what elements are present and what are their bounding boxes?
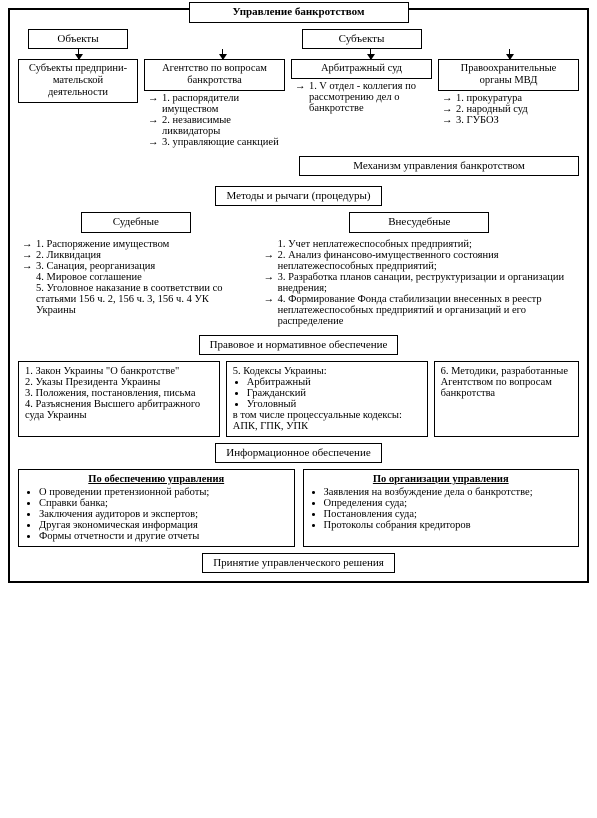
- legal2-item: Арбитражный: [247, 377, 421, 388]
- methods-head-row: Методы и рычаги (процедуры): [18, 180, 579, 212]
- legal3-text: 6. Методики, разработанные Агентством по…: [441, 366, 572, 399]
- legal1-item: 2. Указы Президента Украины: [25, 377, 213, 388]
- info2-item: Протоколы собрания кредиторов: [324, 520, 573, 531]
- objects-item: Субъекты предприни­мательской деятельнос…: [18, 59, 138, 103]
- court-title: Арбитражный суд: [291, 59, 432, 79]
- subjects-row: Агентство по вопросам банкротства →1. ра…: [144, 59, 579, 150]
- info-cols: По обеспечению управления О проведении п…: [18, 469, 579, 547]
- info2-item: Определения суда;: [324, 498, 573, 509]
- title-text: Управление банкротством: [233, 6, 365, 18]
- legal-col2: 5. Кодексы Украины: Арбитражный Гражданс…: [226, 361, 428, 437]
- court-item: 1. V отдел - коллегия по рассмотрению де…: [309, 81, 428, 114]
- decision-label: Принятие управленческого решения: [202, 553, 395, 573]
- extraj-item: 3. Разработка планов санации, реструктур…: [278, 272, 575, 294]
- info-col2: По организации управления Заявления на в…: [303, 469, 580, 547]
- agency-item: 2. независимые ликвидаторы: [162, 115, 281, 137]
- info1-item: Другая экономическая информация: [39, 520, 288, 531]
- decision-row: Принятие управленческого решения: [18, 547, 579, 573]
- info2-item: Заявления на возбуждение дела о банкротс…: [324, 487, 573, 498]
- judicial-list: →1. Распоряжение имуществом →2. Ликвидац…: [18, 237, 254, 318]
- judicial-item: 3. Санация, реорганизация: [36, 261, 155, 272]
- judicial-item: 1. Распоряжение имуществом: [36, 239, 169, 250]
- judicial-item: 2. Ликвидация: [36, 250, 101, 261]
- agency-title: Агентство по вопросам банкротства: [144, 59, 285, 91]
- legal-col1: 1. Закон Украины "О банкротстве" 2. Указ…: [18, 361, 220, 437]
- judicial-item: 5. Уголовное наказание в соответствии со…: [36, 283, 250, 316]
- info2-item: Постановления суда;: [324, 509, 573, 520]
- police-item: 3. ГУБОЗ: [456, 115, 499, 126]
- info1-item: О проведении претензионной работы;: [39, 487, 288, 498]
- judicial-item: 4. Мировое соглашение: [36, 272, 142, 283]
- legal2-item: Уголовный: [247, 399, 421, 410]
- info2-head: По организации управления: [310, 474, 573, 485]
- judicial-label: Судебные: [81, 212, 191, 233]
- extrajudicial-col: Внесудебные 1. Учет неплатежеспособных п…: [260, 212, 579, 329]
- police-item: 1. прокуратура: [456, 93, 522, 104]
- methods-label: Методы и рычаги (процедуры): [215, 186, 381, 206]
- legal-head-row: Правовое и нормативное обеспечение: [18, 329, 579, 361]
- agency-item: 3. управляющие санкцией: [162, 137, 279, 148]
- legal-cols: 1. Закон Украины "О банкротстве" 2. Указ…: [18, 361, 579, 437]
- agency-block: Агентство по вопросам банкротства →1. ра…: [144, 59, 285, 150]
- legal2-head: 5. Кодексы Украины:: [233, 366, 421, 377]
- extrajudicial-list: 1. Учет неплатежеспособных предприятий; …: [260, 237, 579, 329]
- police-title: Правоохрани­тельные органы МВД: [438, 59, 579, 91]
- objects-label: Объекты: [28, 29, 128, 50]
- title-box: Управление банкротством: [189, 2, 409, 23]
- top-row: Объекты Субъекты предприни­мательской де…: [18, 29, 579, 151]
- info1-item: Формы отчетности и другие отчеты: [39, 531, 288, 542]
- info-label: Информационное обеспечение: [215, 443, 381, 463]
- extraj-item: 4. Формирование Фонда стабилизации внесе…: [278, 294, 575, 327]
- legal-label: Правовое и нормативное обеспечение: [199, 335, 399, 355]
- police-list: →1. прокуратура →2. народный суд →3. ГУБ…: [438, 91, 579, 128]
- legal1-item: 4. Разъяснения Высшего арбитражного суда…: [25, 399, 213, 421]
- judicial-col: Судебные →1. Распоряжение имуществом →2.…: [18, 212, 254, 318]
- info1-item: Заключения аудиторов и экспертов;: [39, 509, 288, 520]
- police-item: 2. народный суд: [456, 104, 528, 115]
- court-list: →1. V отдел - коллегия по рассмотрению д…: [291, 79, 432, 116]
- legal1-item: 3. Положения, постановления, письма: [25, 388, 213, 399]
- extraj-item: 2. Анализ финансово-имущественного состо…: [278, 250, 575, 272]
- legal-col3: 6. Методики, разработанные Агентством по…: [434, 361, 579, 437]
- objects-col: Объекты Субъекты предприни­мательской де…: [18, 29, 138, 104]
- police-block: Правоохрани­тельные органы МВД →1. проку…: [438, 59, 579, 128]
- legal1-item: 1. Закон Украины "О банкротстве": [25, 366, 213, 377]
- info1-head: По обеспечению управления: [25, 474, 288, 485]
- legal2-item: Гражданский: [247, 388, 421, 399]
- extrajudicial-label: Внесудебные: [349, 212, 489, 233]
- subjects-col: Субъекты Агентство по вопросам банкротст…: [144, 29, 579, 151]
- mechanism-label: Механизм управления банкротством: [299, 156, 579, 176]
- agency-list: →1. распорядители имуществом →2. независ…: [144, 91, 285, 150]
- info-head-row: Информационное обеспечение: [18, 437, 579, 469]
- court-block: Арбитражный суд →1. V отдел - коллегия п…: [291, 59, 432, 116]
- legal2-tail: в том числе процессуальные кодексы: АПК,…: [233, 410, 421, 432]
- methods-row: Судебные →1. Распоряжение имуществом →2.…: [18, 212, 579, 329]
- subjects-label: Субъекты: [302, 29, 422, 50]
- info1-item: Справки банка;: [39, 498, 288, 509]
- extraj-item: 1. Учет неплатежеспособных предприятий;: [278, 239, 472, 250]
- agency-item: 1. распорядители имуществом: [162, 93, 281, 115]
- mechanism-row: Механизм управления банкротством: [18, 152, 579, 180]
- info-col1: По обеспечению управления О проведении п…: [18, 469, 295, 547]
- diagram-frame: Управление банкротством Объекты Субъекты…: [8, 8, 589, 583]
